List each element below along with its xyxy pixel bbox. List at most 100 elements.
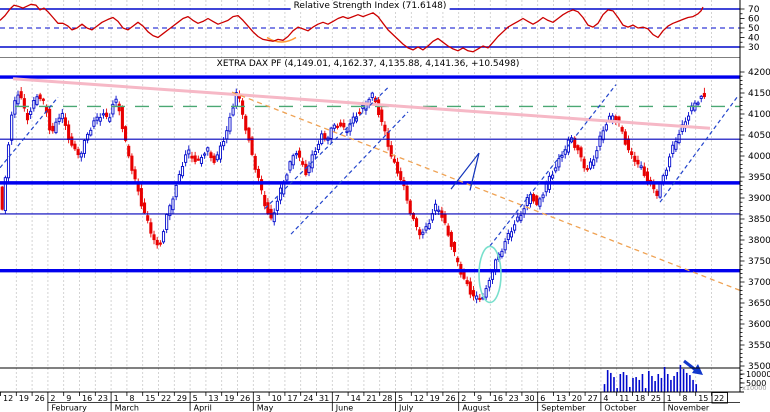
svg-text:3950: 3950 — [748, 173, 770, 183]
svg-text:5000: 5000 — [746, 379, 766, 388]
date-label: 12 — [3, 394, 13, 403]
svg-text:70: 70 — [748, 5, 760, 15]
trendline-nov-uptrend — [659, 95, 739, 203]
date-label: 21 — [366, 394, 376, 403]
volume-pane — [0, 365, 740, 392]
candlestick-series — [0, 87, 706, 304]
trendline-channel-lower — [290, 111, 409, 235]
date-label: 13 — [556, 394, 566, 403]
date-label: 24 — [303, 394, 313, 403]
date-label: 23 — [98, 394, 108, 403]
month-label: February — [51, 404, 87, 412]
svg-text:4150: 4150 — [748, 89, 770, 99]
annotations — [478, 245, 703, 375]
date-label: 6 — [540, 394, 545, 403]
date-label: 31 — [319, 394, 329, 403]
last-date-label: 22 — [714, 394, 724, 403]
svg-text:3650: 3650 — [748, 299, 770, 309]
svg-text:30: 30 — [748, 43, 760, 53]
month-label: September — [541, 404, 586, 412]
date-label: 11 — [619, 394, 629, 403]
down-arrow-head-icon — [692, 364, 703, 375]
date-label: 26 — [35, 394, 45, 403]
month-label: May — [257, 404, 274, 412]
svg-text:50: 50 — [748, 24, 760, 34]
svg-text:10000: 10000 — [746, 370, 770, 379]
trendline-pink-resistance — [12, 77, 711, 130]
date-label: 7 — [335, 394, 340, 403]
date-label: 19 — [430, 394, 440, 403]
date-label: 3 — [256, 394, 261, 403]
svg-text:3750: 3750 — [748, 257, 770, 267]
month-label: April — [194, 404, 212, 412]
trendline-orange-downtrend — [231, 91, 741, 292]
date-label: 16 — [493, 394, 503, 403]
date-label: 9 — [477, 394, 482, 403]
date-label: 1 — [667, 394, 672, 403]
svg-text:3700: 3700 — [748, 278, 770, 288]
month-label: August — [462, 404, 490, 412]
date-label: 15 — [698, 394, 708, 403]
svg-text:3900: 3900 — [748, 194, 770, 204]
svg-text:60: 60 — [748, 15, 760, 25]
month-label: November — [668, 404, 710, 412]
date-label: 26 — [240, 394, 250, 403]
svg-text:40: 40 — [748, 34, 760, 44]
date-label: 25 — [651, 394, 661, 403]
svg-text:4100: 4100 — [748, 110, 770, 120]
trendline-channel-upper — [264, 87, 389, 209]
date-label: 8 — [682, 394, 687, 403]
trendlines — [0, 77, 741, 292]
month-label: July — [398, 404, 414, 412]
date-label: 17 — [287, 394, 297, 403]
rsi-line — [0, 3, 704, 53]
date-label: 16 — [82, 394, 92, 403]
svg-text:4000: 4000 — [748, 152, 770, 162]
date-label: 2 — [461, 394, 466, 403]
trendline-wedge-left — [450, 152, 480, 190]
date-label: 27 — [588, 394, 598, 403]
date-label: 19 — [19, 394, 29, 403]
date-label: 20 — [572, 394, 582, 403]
rsi-title: Relative Strength Index (71.6148) — [290, 1, 450, 11]
date-label: 18 — [635, 394, 645, 403]
date-label: 23 — [509, 394, 519, 403]
rsi-arc-annotation — [266, 36, 297, 43]
date-label: 15 — [145, 394, 155, 403]
date-cursor-box — [711, 392, 728, 404]
svg-text:3600: 3600 — [748, 320, 770, 330]
svg-text:3550: 3550 — [748, 341, 770, 351]
date-label: 2 — [50, 394, 55, 403]
date-label: 4 — [603, 394, 608, 403]
svg-text:3500: 3500 — [748, 362, 770, 372]
date-label: 12 — [414, 394, 424, 403]
month-label: March — [115, 404, 139, 412]
date-label: 13 — [208, 394, 218, 403]
date-label: 5 — [398, 394, 403, 403]
svg-text:3850: 3850 — [748, 215, 770, 225]
date-axis: 12 19 26 2 9 16 23 1 8 15 22 29 5 13 19 26 3 10 17 24 31 7 14 2… — [0, 391, 744, 412]
date-label: 26 — [445, 394, 455, 403]
svg-text:3800: 3800 — [748, 236, 770, 246]
date-label: 22 — [161, 394, 171, 403]
date-label: 29 — [177, 394, 187, 403]
date-label: 28 — [382, 394, 392, 403]
svg-text:x10000: x10000 — [742, 384, 767, 392]
trendline-wedge-right — [469, 152, 480, 191]
date-label: 8 — [129, 394, 134, 403]
date-label: 10 — [272, 394, 282, 403]
date-label: 9 — [66, 394, 71, 403]
date-label: 19 — [224, 394, 234, 403]
date-label: 1 — [114, 394, 119, 403]
month-label: October — [604, 404, 637, 412]
date-label: 30 — [524, 394, 534, 403]
month-label: June — [335, 404, 354, 412]
svg-text:4200: 4200 — [748, 68, 770, 78]
date-label: 5 — [193, 394, 198, 403]
date-label: 14 — [351, 394, 361, 403]
ellipse-annotation — [478, 245, 502, 304]
price-levels — [0, 75, 740, 273]
